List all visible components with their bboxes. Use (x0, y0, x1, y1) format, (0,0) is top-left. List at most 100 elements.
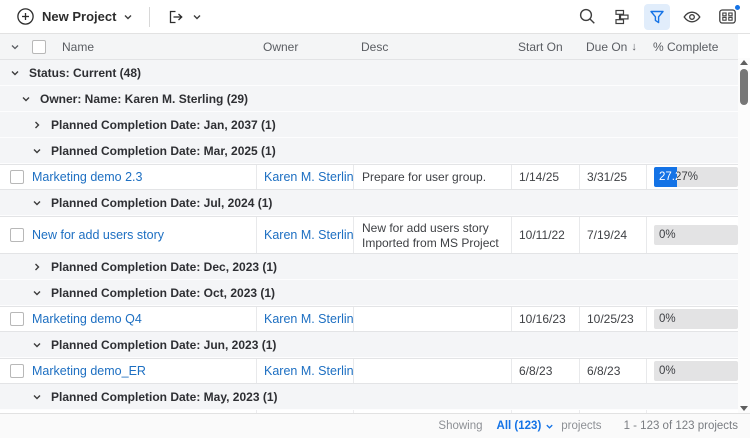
group-label: Planned Completion Date: Jan, 2037 (1) (51, 117, 276, 132)
column-label-desc: Desc (361, 39, 389, 54)
chevron-down-icon[interactable] (32, 288, 42, 298)
project-name-link[interactable]: New for add users story (32, 228, 164, 242)
scroll-up-arrow-icon[interactable] (740, 60, 748, 65)
group-label: Planned Completion Date: Jun, 2023 (1) (51, 337, 277, 352)
progress-label: 0% (659, 229, 676, 241)
project-name-link[interactable]: Marketing demo Q4 (32, 312, 142, 326)
group-row-owner-karen-sterling[interactable]: Owner: Name: Karen M. Sterling (29) (0, 86, 738, 112)
search-button[interactable] (574, 4, 600, 30)
project-table: Name Owner Desc Start On Due On ↓ % Comp… (0, 34, 738, 413)
project-name-link[interactable]: Marketing demo_ER (32, 364, 146, 378)
table-row-new-for-add-users-story[interactable]: New for add users story Karen M. Sterlin… (0, 216, 738, 254)
owner-link[interactable]: Karen M. Sterling (264, 364, 353, 378)
sort-descending-icon: ↓ (631, 40, 637, 53)
chevron-down-icon (123, 12, 133, 22)
filter-button[interactable] (644, 3, 670, 30)
new-project-label: New Project (42, 9, 117, 24)
due-on-cell: 7/19/24 (579, 217, 646, 253)
grid-icon (718, 8, 737, 25)
collapse-all-chevron-icon[interactable] (10, 42, 20, 52)
column-label-percent-complete: % Complete (653, 39, 719, 54)
desc-column-header[interactable]: Desc (353, 34, 511, 59)
group-row-jan-2037[interactable]: Planned Completion Date: Jan, 2037 (1) (0, 112, 738, 138)
owner-link[interactable]: Karen M. Sterling (264, 228, 353, 242)
chevron-down-icon[interactable] (32, 198, 42, 208)
desc-cell: Prepare for user group. (353, 165, 511, 189)
toolbar: New Project (0, 0, 750, 34)
showing-label: Showing (438, 420, 483, 432)
chevron-down-icon[interactable] (32, 340, 42, 350)
progress-label-overlay: 27.27% (659, 171, 677, 183)
group-label: Planned Completion Date: Dec, 2023 (1) (51, 259, 278, 274)
row-count-dropdown[interactable]: All (123) (497, 420, 555, 432)
progress-bar: 0% 0% (654, 309, 738, 329)
table-row-marketing-demo-q4[interactable]: Marketing demo Q4 Karen M. Sterling 10/1… (0, 306, 738, 332)
percent-complete-column-header[interactable]: % Complete (646, 34, 738, 59)
owner-column-header[interactable]: Owner (256, 34, 353, 59)
projects-unit-label: projects (561, 420, 602, 432)
group-label: Status: Current (48) (29, 65, 142, 80)
eye-icon (682, 8, 702, 26)
group-row-jul-2024[interactable]: Planned Completion Date: Jul, 2024 (1) (0, 190, 738, 216)
export-button[interactable] (162, 5, 206, 29)
due-on-cell: 3/31/25 (579, 165, 646, 189)
row-count-value: All (123) (496, 420, 542, 432)
progress-label: 0% (659, 365, 676, 377)
group-label: Planned Completion Date: Oct, 2023 (1) (51, 285, 276, 300)
group-row-dec-2023[interactable]: Planned Completion Date: Dec, 2023 (1) (0, 254, 738, 280)
filter-funnel-icon (648, 8, 666, 26)
select-all-checkbox[interactable] (32, 39, 46, 54)
start-on-column-header[interactable]: Start On (511, 34, 579, 59)
owner-link[interactable]: Karen M. Sterling (264, 170, 353, 184)
group-row-oct-2023[interactable]: Planned Completion Date: Oct, 2023 (1) (0, 280, 738, 306)
layout-grid-button[interactable] (714, 4, 740, 30)
desc-cell (353, 307, 511, 331)
chevron-down-icon[interactable] (21, 94, 31, 104)
group-row-may-2023[interactable]: Planned Completion Date: May, 2023 (1) (0, 384, 738, 410)
table-row-marketing-demo-2-3[interactable]: Marketing demo 2.3 Karen M. Sterling Pre… (0, 164, 738, 190)
chevron-right-icon[interactable] (32, 120, 42, 130)
group-label: Planned Completion Date: May, 2023 (1) (51, 389, 278, 404)
row-checkbox[interactable] (10, 228, 24, 242)
chevron-right-icon[interactable] (32, 262, 42, 272)
search-icon (578, 7, 597, 26)
visibility-button[interactable] (679, 4, 705, 30)
new-project-button[interactable]: New Project (12, 4, 137, 29)
export-icon (166, 8, 185, 26)
column-label-owner: Owner (263, 39, 299, 54)
start-on-cell: 6/8/23 (511, 359, 579, 383)
row-checkbox[interactable] (10, 312, 24, 326)
project-name-link[interactable]: Marketing demo 2.3 (32, 170, 143, 184)
table-row-marketing-demo-er[interactable]: Marketing demo_ER Karen M. Sterling 6/8/… (0, 358, 738, 384)
start-on-cell: 1/14/25 (511, 165, 579, 189)
due-on-cell: 10/25/23 (579, 307, 646, 331)
name-column-header[interactable]: Name (0, 34, 256, 59)
scroll-down-arrow-icon[interactable] (740, 406, 748, 411)
scrollbar-thumb[interactable] (740, 69, 748, 105)
group-row-status-current[interactable]: Status: Current (48) (0, 60, 738, 86)
progress-fill: 27.27% (654, 167, 677, 187)
notification-dot (735, 4, 740, 10)
row-checkbox[interactable] (10, 364, 24, 378)
toolbar-divider (149, 6, 151, 27)
pagination-range-label: 1 - 123 of 123 projects (623, 420, 738, 432)
due-on-column-header[interactable]: Due On ↓ (579, 34, 646, 59)
vertical-scrollbar[interactable] (738, 58, 750, 413)
chevron-down-icon[interactable] (32, 146, 42, 156)
plus-circle-icon (16, 7, 35, 26)
chevron-down-icon (192, 12, 202, 22)
chevron-down-icon[interactable] (10, 68, 20, 78)
group-row-mar-2025[interactable]: Planned Completion Date: Mar, 2025 (1) (0, 138, 738, 164)
owner-link[interactable]: Karen M. Sterling (264, 312, 353, 326)
toolbar-right-icons (574, 3, 740, 30)
chevron-down-icon (545, 422, 554, 431)
row-checkbox[interactable] (10, 170, 24, 184)
due-on-cell: 6/8/23 (579, 359, 646, 383)
chevron-down-icon[interactable] (32, 392, 42, 402)
grouping-sort-icon (613, 8, 631, 26)
group-row-jun-2023[interactable]: Planned Completion Date: Jun, 2023 (1) (0, 332, 738, 358)
clipped-row (0, 410, 738, 413)
grouping-button[interactable] (609, 4, 635, 30)
table-header-row: Name Owner Desc Start On Due On ↓ % Comp… (0, 34, 738, 60)
